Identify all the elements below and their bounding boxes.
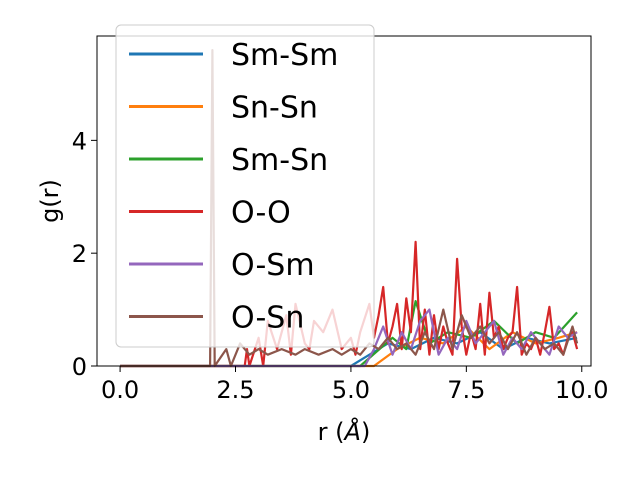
x-tick-label: 10.0 — [555, 376, 608, 404]
legend-frame — [115, 24, 375, 348]
legend-label-sn-sn: Sn-Sn — [231, 91, 318, 126]
legend-label-o-o: O-O — [231, 196, 291, 231]
series-line-o-sn — [120, 48, 579, 368]
y-tick-label: 0 — [72, 353, 87, 381]
y-tick-label: 4 — [72, 127, 87, 155]
legend-label-sm-sn: Sm-Sn — [231, 143, 328, 178]
x-tick-label: 7.5 — [447, 376, 485, 404]
x-tick-label: 2.5 — [216, 376, 254, 404]
x-axis: 0.0 2.5 5.0 7.5 10.0 — [101, 366, 608, 404]
x-tick-label: 5.0 — [332, 376, 370, 404]
x-tick-label: 0.0 — [101, 376, 139, 404]
legend: Sm-Sm Sn-Sn Sm-Sn O-O O-Sm O-Sn — [115, 24, 375, 348]
legend-label-sm-sm: Sm-Sm — [231, 38, 338, 73]
legend-label-o-sm: O-Sm — [231, 248, 315, 283]
y-axis-label: g(r) — [36, 179, 64, 223]
y-tick-label: 2 — [72, 240, 87, 268]
x-axis-label: r (Å) — [318, 417, 371, 446]
y-axis: 0 2 4 — [72, 127, 97, 381]
legend-label-o-sn: O-Sn — [231, 301, 304, 336]
